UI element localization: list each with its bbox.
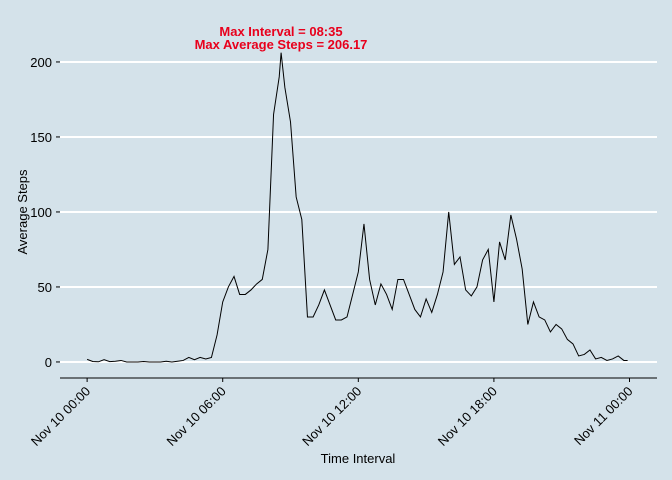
y-tick-label: 200 bbox=[30, 55, 52, 70]
y-tick-label: 100 bbox=[30, 205, 52, 220]
y-axis-title: Average Steps bbox=[15, 169, 30, 255]
annotation: Max Interval = 08:35 bbox=[219, 24, 342, 39]
x-tick-label: Nov 10 06:00 bbox=[164, 384, 229, 449]
annotation: Max Average Steps = 206.17 bbox=[195, 37, 368, 52]
x-axis-title: Time Interval bbox=[321, 451, 396, 466]
x-tick-label: Nov 10 18:00 bbox=[435, 384, 500, 449]
x-tick-label: Nov 11 00:00 bbox=[571, 384, 636, 449]
data-line bbox=[86, 52, 628, 363]
x-tick-label: Nov 10 00:00 bbox=[28, 384, 93, 449]
y-tick-label: 150 bbox=[30, 130, 52, 145]
x-tick-label: Nov 10 12:00 bbox=[299, 384, 364, 449]
y-tick-label: 0 bbox=[45, 355, 52, 370]
y-tick-label: 50 bbox=[38, 280, 52, 295]
